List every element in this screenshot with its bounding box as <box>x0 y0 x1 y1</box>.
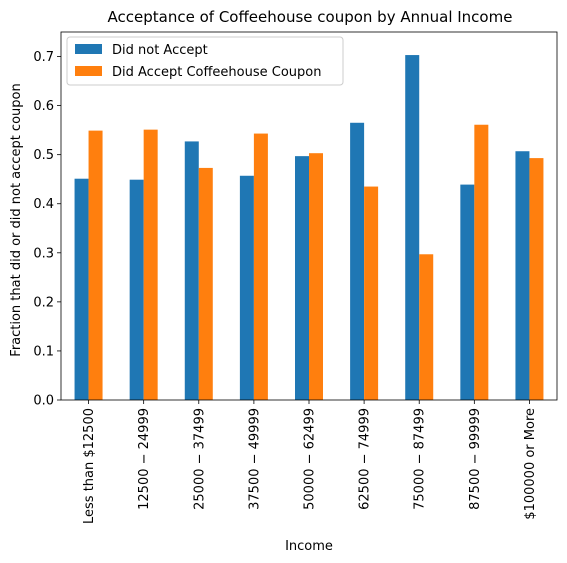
y-tick-label: 0.1 <box>33 344 54 359</box>
legend-label: Did not Accept <box>112 43 208 58</box>
x-tick-label: 87500 − 99999 <box>468 408 483 510</box>
bar-accept-4 <box>309 153 323 400</box>
bar-not-accept-0 <box>74 178 89 400</box>
x-tick-label: 50000 − 62499 <box>303 408 318 510</box>
plot-area: 0.0 0.1 0.2 0.3 0.4 0.5 0.6 0.7 Less than $12500… <box>33 31 558 524</box>
bar-not-accept-1 <box>129 179 144 400</box>
y-tick-label: 0.7 <box>33 50 54 65</box>
bar-accept-1 <box>143 129 158 400</box>
bar-accept-0 <box>88 130 103 400</box>
legend: Did not Accept Did Accept Coffeehouse Cou… <box>66 36 344 86</box>
bar-not-accept-3 <box>239 175 254 400</box>
y-tick-label: 0.6 <box>33 99 54 114</box>
bar-accept-7 <box>474 124 489 401</box>
x-tick-label: 62500 − 74999 <box>358 408 373 510</box>
bar-not-accept-2 <box>184 141 199 400</box>
bar-not-accept-8 <box>515 151 530 400</box>
legend-box <box>66 36 344 86</box>
bar-not-accept-5 <box>350 122 365 401</box>
x-tick-label: 37500 − 49999 <box>247 408 262 510</box>
y-tick-label: 0.3 <box>33 246 54 261</box>
y-tick-label: 0.4 <box>33 197 54 212</box>
y-tick-label: 0.5 <box>33 148 54 163</box>
bar-accept-6 <box>419 254 434 400</box>
bar-accept-3 <box>253 133 268 400</box>
bar-not-accept-6 <box>405 55 420 400</box>
bar-accept-8 <box>529 158 544 400</box>
legend-swatch <box>75 66 102 76</box>
chart-title: Acceptance of Coffeehouse coupon by Annu… <box>108 8 513 26</box>
y-axis-label: Fraction that did or did not accept coup… <box>9 83 24 356</box>
bar-accept-2 <box>198 167 213 400</box>
x-tick-label: 75000 − 87499 <box>413 408 428 510</box>
legend-swatch <box>75 44 102 54</box>
x-tick-label: 12500 − 24999 <box>137 408 152 510</box>
x-tick-label: $100000 or More <box>523 408 538 520</box>
legend-label: Did Accept Coffeehouse Coupon <box>112 65 321 80</box>
x-tick-label: 25000 − 37499 <box>192 408 207 510</box>
y-tick-label: 0.2 <box>33 295 54 310</box>
y-tick-label: 0.0 <box>33 394 54 409</box>
bar-not-accept-7 <box>460 184 475 400</box>
bar-not-accept-4 <box>295 156 309 400</box>
x-axis-label: Income <box>285 539 333 554</box>
x-tick-label: Less than $12500 <box>82 408 97 524</box>
bar-accept-5 <box>364 186 379 400</box>
